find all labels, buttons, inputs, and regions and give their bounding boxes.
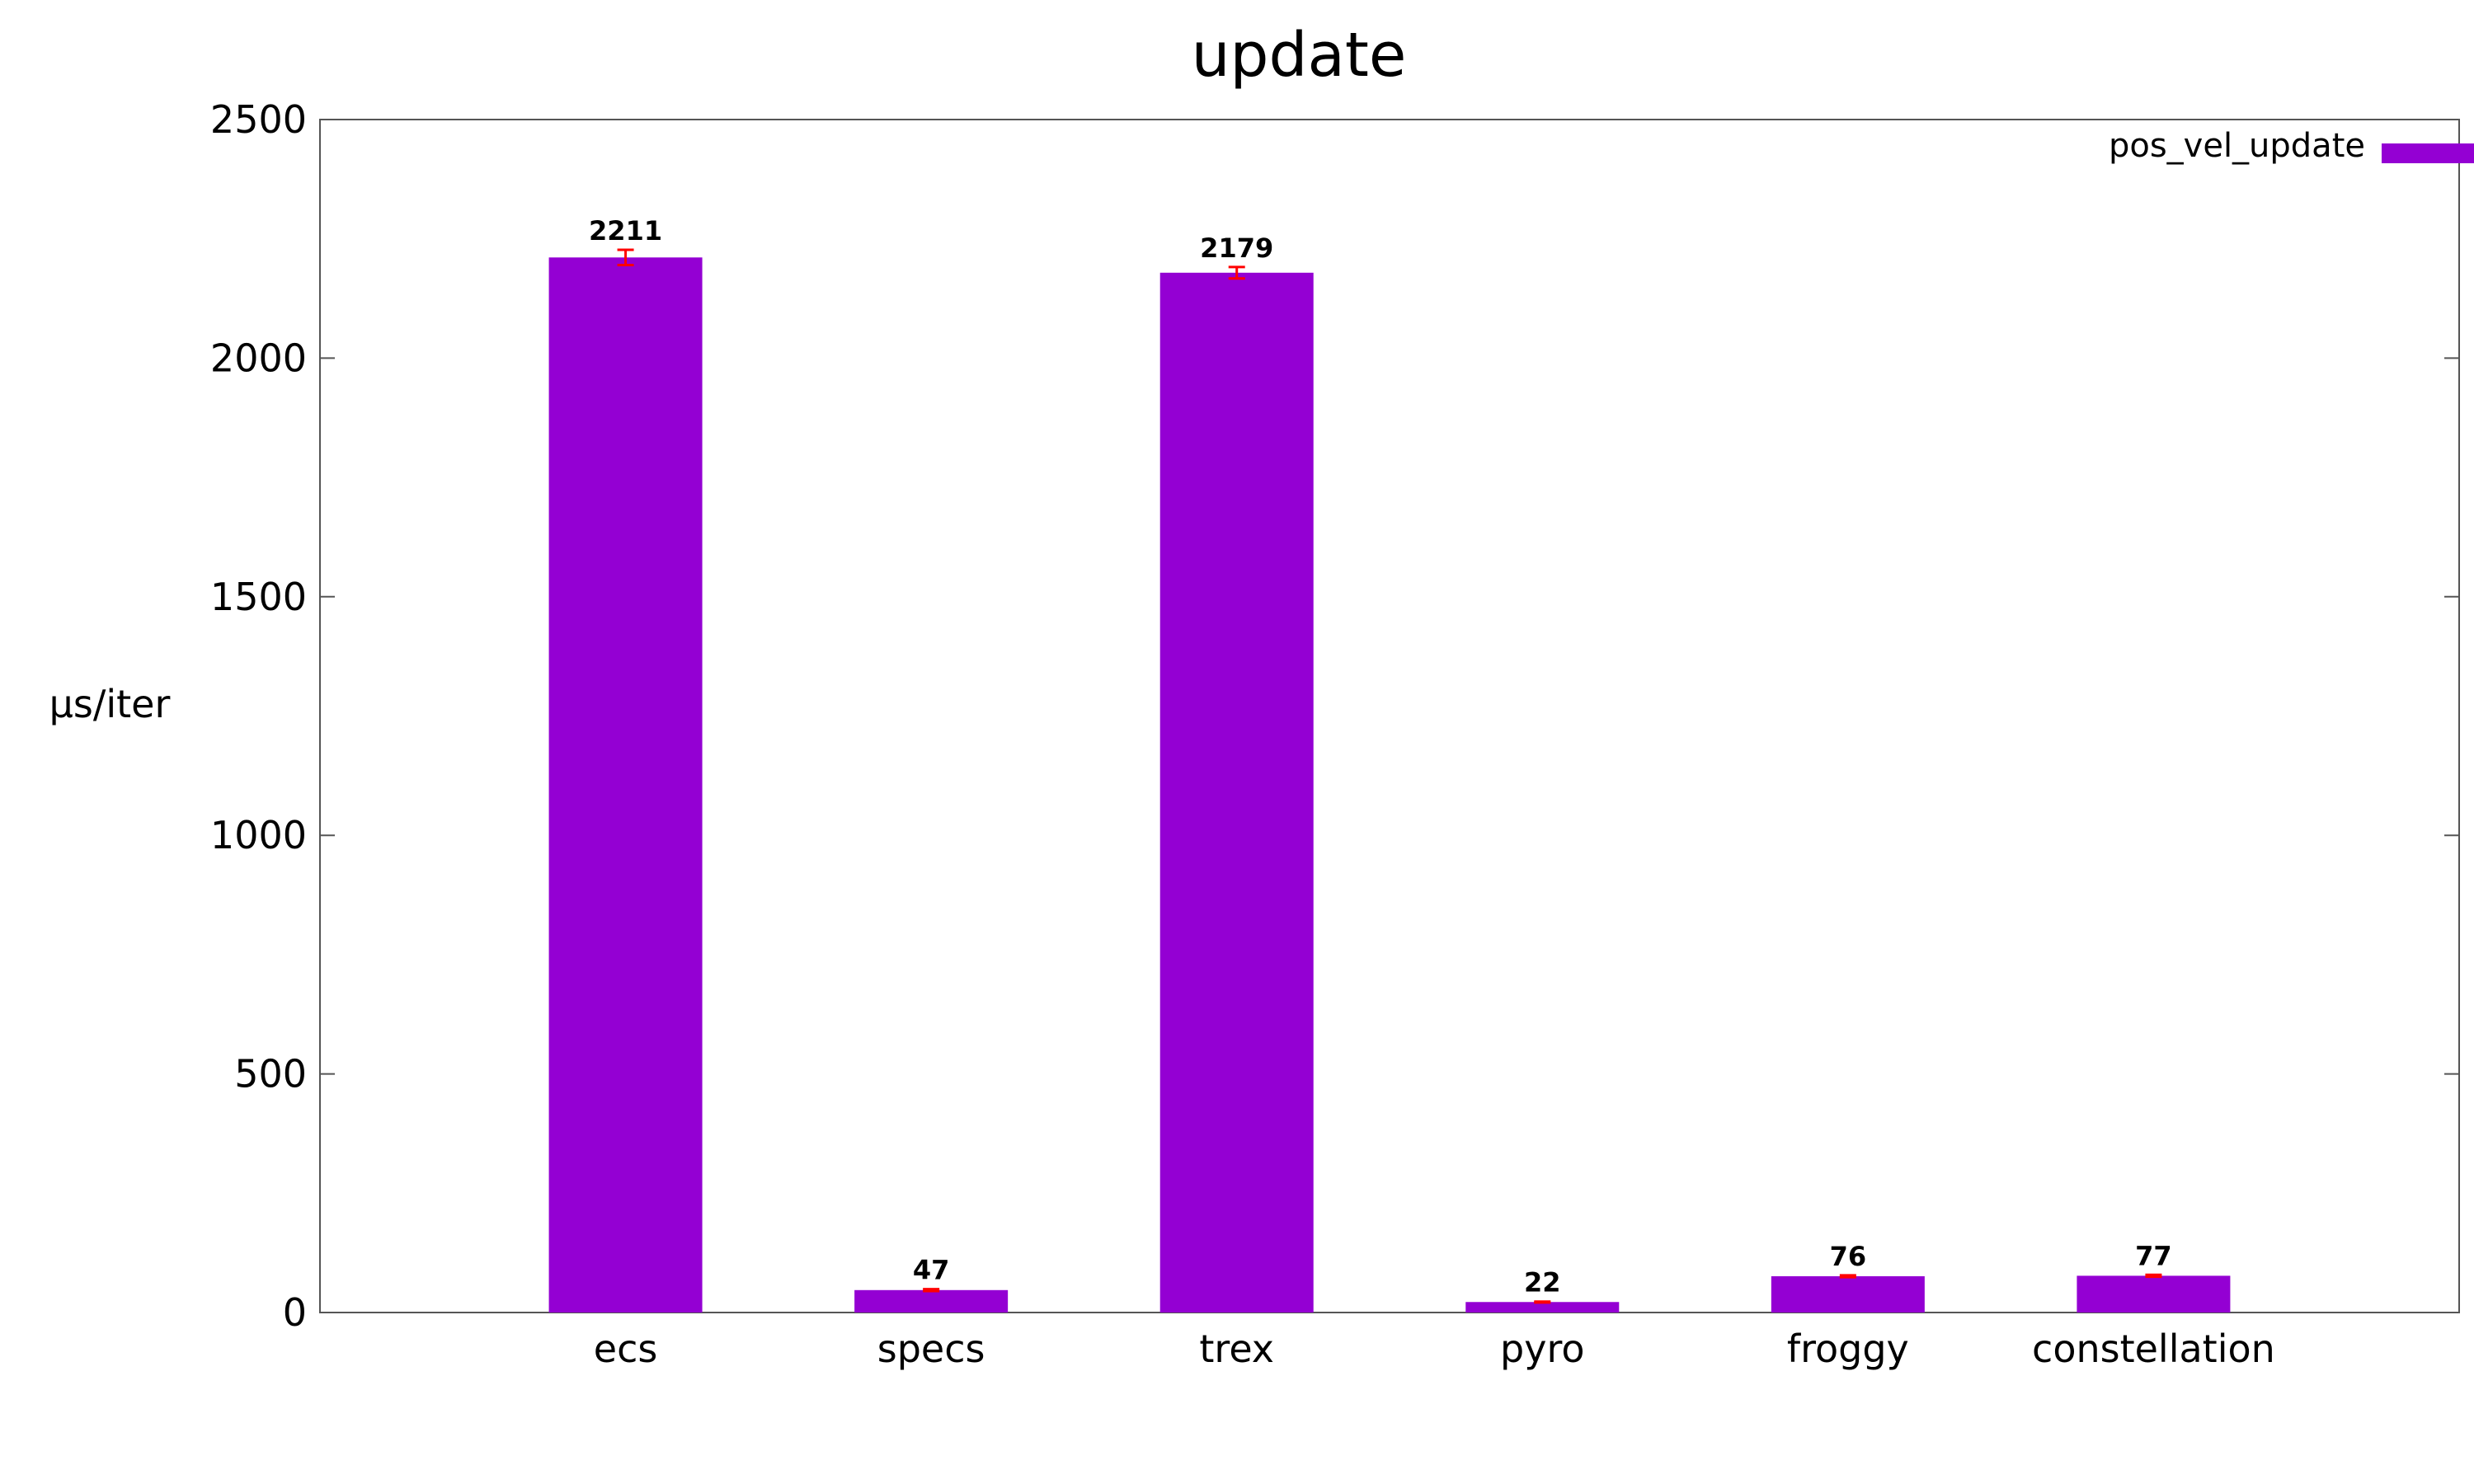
- bar-value-label: 22: [1524, 1267, 1561, 1298]
- error-bar: [923, 1288, 940, 1293]
- bar: [854, 1289, 1009, 1313]
- legend-swatch: [2382, 143, 2474, 163]
- y-tick-label: 2000: [210, 336, 307, 380]
- y-axis-ticks: 0 500 1000 1500 2000 2500: [210, 97, 2459, 1335]
- bar-value-label: 76: [1830, 1241, 1867, 1272]
- error-bar: [1534, 1300, 1551, 1304]
- x-tick-label: pyro: [1500, 1327, 1584, 1371]
- bar: [1771, 1276, 1925, 1313]
- bar-value-label: 2211: [589, 215, 662, 247]
- error-bar: [1228, 265, 1245, 280]
- bar-value-label: 2179: [1200, 232, 1273, 264]
- chart-title: update: [1192, 20, 1407, 91]
- x-tick-label: froggy: [1787, 1327, 1909, 1371]
- bar: [2077, 1275, 2231, 1313]
- error-bar: [2145, 1273, 2162, 1279]
- y-tick-label: 0: [283, 1290, 307, 1335]
- bar-value-label: 47: [913, 1255, 950, 1286]
- y-tick-label: 500: [234, 1052, 307, 1097]
- error-bar: [1839, 1274, 1856, 1279]
- legend: pos_vel_update: [2109, 127, 2474, 165]
- bar: [1159, 272, 1314, 1313]
- bar: [548, 257, 703, 1313]
- y-axis-label: µs/iter: [49, 682, 171, 726]
- bar-value-label: 77: [2135, 1240, 2172, 1271]
- bar: [1465, 1302, 1620, 1313]
- x-axis-tick-labels: ecs specs trex pyro froggy constellation: [594, 1327, 2275, 1371]
- y-tick-label: 1000: [210, 813, 307, 857]
- bar-series: 2211 47 2179 22 76 77: [548, 215, 2231, 1313]
- plot-frame: [319, 119, 2460, 1313]
- x-tick-label: ecs: [594, 1327, 658, 1371]
- error-bar: [617, 248, 634, 267]
- y-tick-label: 1500: [210, 575, 307, 619]
- legend-label: pos_vel_update: [2109, 127, 2365, 165]
- x-tick-label: trex: [1199, 1327, 1274, 1371]
- y-tick-label: 2500: [210, 97, 307, 142]
- x-tick-label: specs: [877, 1327, 985, 1371]
- x-tick-label: constellation: [2032, 1327, 2275, 1371]
